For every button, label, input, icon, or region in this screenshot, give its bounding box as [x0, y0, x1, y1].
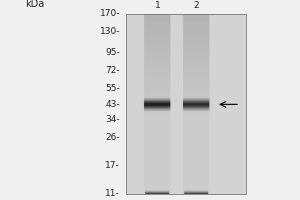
Text: 1: 1: [154, 1, 160, 10]
Text: 17-: 17-: [105, 161, 120, 170]
Text: 2: 2: [194, 1, 199, 10]
Text: 130-: 130-: [100, 27, 120, 36]
Text: kDa: kDa: [25, 0, 44, 9]
Text: 55-: 55-: [105, 84, 120, 93]
Text: 26-: 26-: [105, 133, 120, 142]
Text: 43-: 43-: [105, 100, 120, 109]
Text: 95-: 95-: [105, 48, 120, 57]
Text: 72-: 72-: [105, 66, 120, 75]
Text: 11-: 11-: [105, 190, 120, 198]
Bar: [126, 14, 246, 194]
Text: 34-: 34-: [105, 115, 120, 124]
Text: 170-: 170-: [100, 9, 120, 19]
